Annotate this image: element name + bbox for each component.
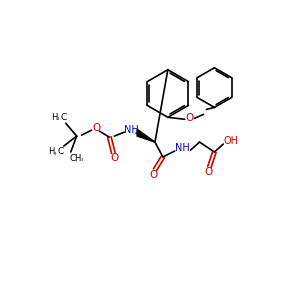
- Text: O: O: [185, 113, 194, 123]
- Text: OH: OH: [224, 136, 239, 146]
- Text: H: H: [51, 113, 57, 122]
- Text: O: O: [204, 167, 213, 177]
- Text: O: O: [150, 170, 158, 180]
- Text: H: H: [48, 148, 54, 157]
- Text: $_3$: $_3$: [53, 150, 57, 158]
- Text: NH: NH: [175, 143, 190, 153]
- Text: $_3$: $_3$: [56, 116, 60, 123]
- Text: C: C: [61, 113, 67, 122]
- Text: C: C: [58, 148, 64, 157]
- Polygon shape: [137, 129, 155, 142]
- Text: C: C: [70, 154, 76, 164]
- Text: O: O: [92, 123, 101, 133]
- Text: O: O: [110, 153, 118, 163]
- Text: $_3$: $_3$: [80, 157, 84, 164]
- Text: NH: NH: [124, 125, 139, 135]
- Text: H: H: [74, 154, 81, 164]
